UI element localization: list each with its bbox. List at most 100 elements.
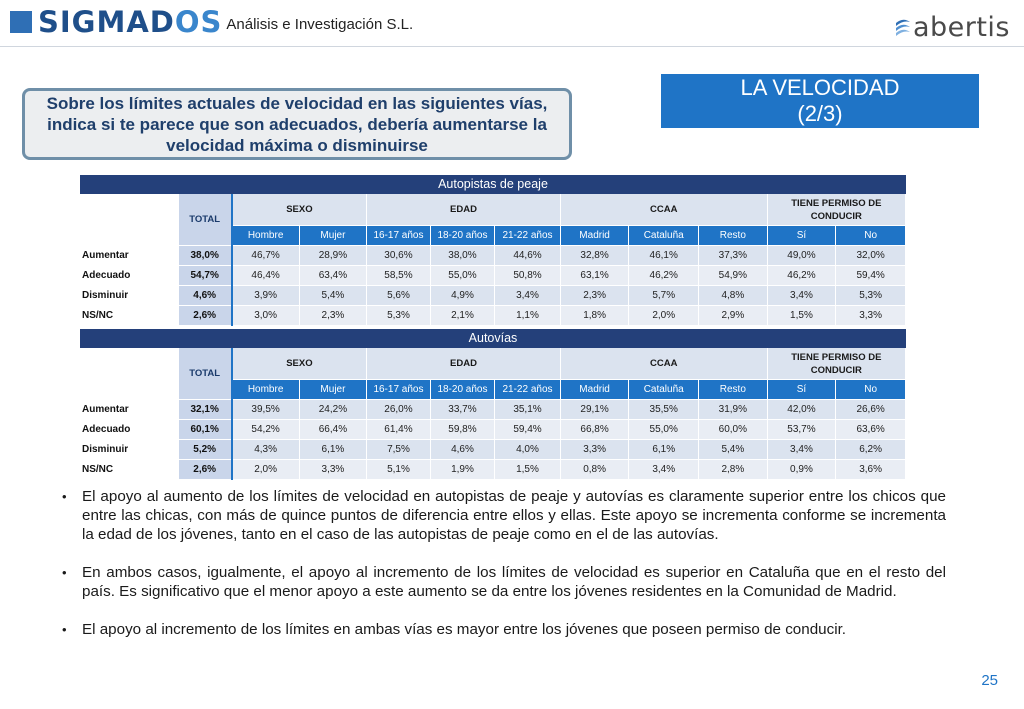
table-autovias: Autovías TOTAL SEXO EDAD CCAA TIENE PERM… xyxy=(80,329,907,480)
table-cell: 54,2% xyxy=(231,419,300,440)
total-cell: 4,6% xyxy=(178,285,233,306)
table-cell: 3,3% xyxy=(560,439,630,460)
table-title: Autovías xyxy=(80,329,906,348)
table-cell: 59,4% xyxy=(835,265,906,286)
table-cell: 0,9% xyxy=(767,459,837,480)
table-cell: 4,3% xyxy=(231,439,300,460)
table-row: Adecuado 54,7% 46,4% 63,4% 58,5% 55,0% 50,8% 63… xyxy=(80,265,906,286)
header-permiso: TIENE PERMISO DE CONDUCIR xyxy=(767,194,907,226)
header-blank xyxy=(80,194,179,246)
table-cell: 33,7% xyxy=(430,399,496,420)
results-table: TOTAL SEXO EDAD CCAA TIENE PERMISO DE CO… xyxy=(80,348,907,480)
table-cell: 2,3% xyxy=(560,285,630,306)
table-row: NS/NC 2,6% 2,0% 3,3% 5,1% 1,9% 1,5% 0,8% 3,4% 2,8… xyxy=(80,459,906,480)
table-cell: 55,0% xyxy=(430,265,496,286)
table-cell: 1,9% xyxy=(430,459,496,480)
table-cell: 5,1% xyxy=(366,459,431,480)
abertis-wordmark: abertis xyxy=(912,12,1010,43)
table-cell: 5,3% xyxy=(366,305,431,326)
column-header: Cataluña xyxy=(628,225,700,246)
row-label: Adecuado xyxy=(80,419,179,440)
table-cell: 58,5% xyxy=(366,265,431,286)
table-cell: 6,2% xyxy=(835,439,906,460)
table-cell: 3,9% xyxy=(231,285,300,306)
column-header: Mujer xyxy=(299,379,368,400)
table-cell: 38,0% xyxy=(430,245,496,266)
table-cell: 5,7% xyxy=(628,285,700,306)
table-cell: 46,4% xyxy=(231,265,300,286)
header-total: TOTAL xyxy=(178,348,233,400)
total-cell: 2,6% xyxy=(178,305,233,326)
findings-list: • El apoyo al aumento de los límites de … xyxy=(62,487,946,658)
table-cell: 35,5% xyxy=(628,399,700,420)
table-cell: 0,8% xyxy=(560,459,630,480)
column-header: No xyxy=(835,379,906,400)
table-cell: 1,5% xyxy=(767,305,837,326)
table-cell: 46,2% xyxy=(767,265,837,286)
table-cell: 1,5% xyxy=(494,459,561,480)
sigmados-logo: SIGMADOS Análisis e Investigación S.L. xyxy=(10,4,413,40)
table-cell: 5,4% xyxy=(299,285,368,306)
table-cell: 3,4% xyxy=(767,439,837,460)
table-cell: 46,7% xyxy=(231,245,300,266)
column-header: 16-17 años xyxy=(366,379,431,400)
table-cell: 31,9% xyxy=(698,399,768,420)
table-cell: 28,9% xyxy=(299,245,368,266)
finding-text: El apoyo al aumento de los límites de ve… xyxy=(82,488,946,543)
row-label: NS/NC xyxy=(80,305,179,326)
table-cell: 55,0% xyxy=(628,419,700,440)
column-header: Mujer xyxy=(299,225,368,246)
table-cell: 2,0% xyxy=(231,459,300,480)
column-header: Resto xyxy=(698,379,768,400)
table-row: Adecuado 60,1% 54,2% 66,4% 61,4% 59,8% 59,4% 66… xyxy=(80,419,906,440)
table-cell: 3,4% xyxy=(628,459,700,480)
table-cell: 1,1% xyxy=(494,305,561,326)
table-cell: 63,6% xyxy=(835,419,906,440)
table-cell: 44,6% xyxy=(494,245,561,266)
table-cell: 54,9% xyxy=(698,265,768,286)
row-label: Disminuir xyxy=(80,285,179,306)
table-cell: 4,6% xyxy=(430,439,496,460)
table-body: Aumentar 38,0% 46,7% 28,9% 30,6% 38,0% 44,6% 32… xyxy=(80,245,906,326)
table-cell: 66,4% xyxy=(299,419,368,440)
table-cell: 32,0% xyxy=(835,245,906,266)
header-sexo: SEXO xyxy=(231,348,368,380)
table-cell: 5,3% xyxy=(835,285,906,306)
total-cell: 5,2% xyxy=(178,439,233,460)
table-cell: 59,8% xyxy=(430,419,496,440)
table-cell: 26,0% xyxy=(366,399,431,420)
column-header: Hombre xyxy=(231,225,300,246)
table-cell: 63,4% xyxy=(299,265,368,286)
total-cell: 32,1% xyxy=(178,399,233,420)
table-cell: 6,1% xyxy=(628,439,700,460)
table-cell: 3,3% xyxy=(835,305,906,326)
table-cell: 59,4% xyxy=(494,419,561,440)
table-cell: 7,5% xyxy=(366,439,431,460)
header-divider xyxy=(0,46,1024,47)
header-blank xyxy=(80,348,179,400)
row-label: Disminuir xyxy=(80,439,179,460)
column-header: Madrid xyxy=(560,379,630,400)
table-row: Aumentar 38,0% 46,7% 28,9% 30,6% 38,0% 44,6% 32… xyxy=(80,245,906,266)
table-cell: 37,3% xyxy=(698,245,768,266)
table-cell: 66,8% xyxy=(560,419,630,440)
bullet-icon: • xyxy=(62,622,67,637)
table-cell: 32,8% xyxy=(560,245,630,266)
header-edad: EDAD xyxy=(366,194,561,226)
row-label: Aumentar xyxy=(80,245,179,266)
table-cell: 1,8% xyxy=(560,305,630,326)
table-cell: 4,0% xyxy=(494,439,561,460)
finding-item: • En ambos casos, igualmente, el apoyo a… xyxy=(62,563,946,601)
question-text: Sobre los límites actuales de velocidad … xyxy=(46,93,548,155)
row-label: NS/NC xyxy=(80,459,179,480)
column-header: 18-20 años xyxy=(430,379,496,400)
table-cell: 5,4% xyxy=(698,439,768,460)
total-cell: 60,1% xyxy=(178,419,233,440)
table-cell: 4,8% xyxy=(698,285,768,306)
brand-subtitle: Análisis e Investigación S.L. xyxy=(226,15,414,33)
header-permiso: TIENE PERMISO DE CONDUCIR xyxy=(767,348,907,380)
table-row: NS/NC 2,6% 3,0% 2,3% 5,3% 2,1% 1,1% 1,8% 2,0% 2,9… xyxy=(80,305,906,326)
table-autopistas: Autopistas de peaje TOTAL SEXO EDAD CCAA… xyxy=(80,175,907,326)
table-cell: 49,0% xyxy=(767,245,837,266)
column-header: 16-17 años xyxy=(366,225,431,246)
